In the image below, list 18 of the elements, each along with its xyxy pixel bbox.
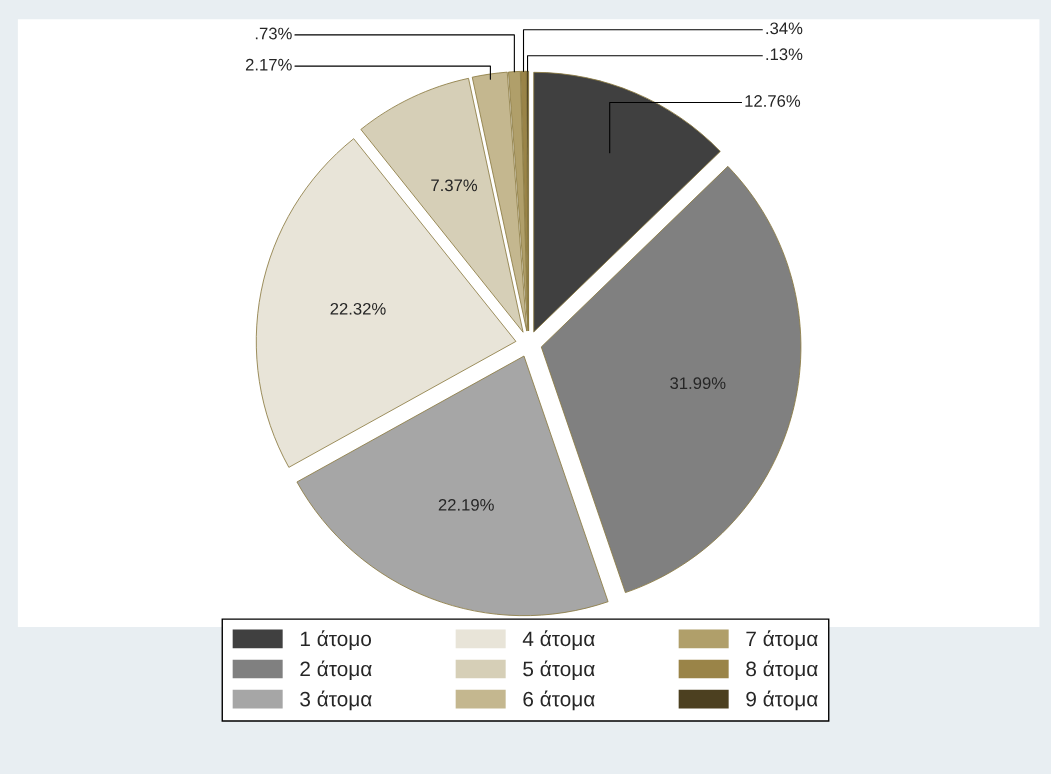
- legend-label: 2 άτομα: [300, 660, 372, 681]
- data-label: .13%: [766, 48, 803, 61]
- legend-label: 3 άτομα: [300, 690, 372, 711]
- data-label: 31.99%: [670, 377, 726, 390]
- data-label: .34%: [766, 22, 803, 35]
- data-label: 22.19%: [438, 498, 494, 511]
- data-label: .73%: [255, 27, 292, 40]
- legend-label: 4 άτομα: [522, 630, 595, 650]
- legend-label: 1 άτομο: [300, 630, 372, 650]
- legend-label: 9 άτομα: [746, 690, 818, 711]
- legend-label: 5 άτομα: [523, 660, 595, 681]
- legend-label: 7 άτομα: [746, 630, 818, 650]
- data-label: 2.17%: [245, 58, 292, 71]
- data-label: 12.76%: [745, 95, 801, 107]
- data-label: 7.37%: [431, 179, 478, 192]
- legend-label: 8 άτομα: [746, 660, 818, 681]
- legend-label: 6 άτομα: [523, 690, 595, 711]
- data-label: 22.32%: [330, 302, 386, 315]
